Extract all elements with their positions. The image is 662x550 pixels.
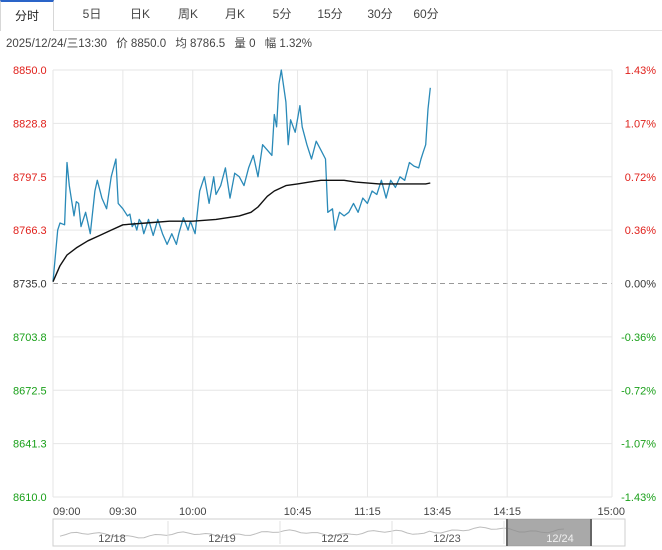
y-tick-label-right: -1.07% xyxy=(621,439,656,451)
y-tick-label-right: 1.07% xyxy=(625,118,656,130)
tab-daily-k[interactable]: 日K xyxy=(129,7,150,21)
tab-30-min[interactable]: 30分 xyxy=(367,7,393,21)
tab-5-day[interactable]: 5日 xyxy=(82,7,102,21)
tab-5-min[interactable]: 5分 xyxy=(272,7,292,21)
navigator-mini-line xyxy=(59,526,565,539)
y-tick-label-left: 8672.5 xyxy=(13,385,47,397)
x-tick-label: 09:00 xyxy=(53,506,81,518)
quote-change: 幅 1.32% xyxy=(264,38,312,50)
period-tabs: 分时 5日 日K 周K 月K 5分 15分 30分 60分 xyxy=(0,0,662,31)
tab-monthly-k[interactable]: 月K xyxy=(224,7,245,21)
quote-price: 价 8850.0 xyxy=(116,38,167,50)
y-tick-label-left: 8828.8 xyxy=(13,118,47,130)
quote-volume: 量 0 xyxy=(234,38,256,50)
price-line xyxy=(52,69,431,282)
y-tick-label-left: 8735.0 xyxy=(13,279,47,291)
y-tick-label-left: 8850.0 xyxy=(13,65,47,77)
tab-15-min[interactable]: 15分 xyxy=(317,7,343,21)
quote-average: 均 8786.5 xyxy=(175,38,226,50)
x-tick-label: 14:15 xyxy=(493,506,521,518)
quote-datetime: 2025/12/24/三13:30 xyxy=(6,38,108,50)
y-tick-label-left: 8766.3 xyxy=(13,225,47,237)
navigator-date-label: 12/22 xyxy=(321,533,349,545)
x-tick-label: 10:45 xyxy=(284,506,312,518)
y-tick-label-left: 8703.8 xyxy=(13,332,47,344)
average-price-line xyxy=(52,179,431,282)
navigator-date-label: 12/23 xyxy=(433,533,461,545)
quote-info-bar: 2025/12/24/三13:30 价 8850.0 均 8786.5 量 0 … xyxy=(6,35,318,51)
x-tick-label: 11:15 xyxy=(354,506,381,518)
y-tick-label-left: 8641.3 xyxy=(13,439,47,451)
navigator-selected-range[interactable] xyxy=(507,519,591,546)
y-tick-label-left: 8610.0 xyxy=(13,492,47,504)
x-tick-label: 13:45 xyxy=(424,506,452,518)
y-tick-label-right: 0.72% xyxy=(625,172,656,184)
y-tick-label-right: 1.43% xyxy=(625,65,656,77)
y-tick-label-right: -0.36% xyxy=(621,332,656,344)
x-tick-label: 09:30 xyxy=(109,506,137,518)
tab-intraday[interactable]: 分时 xyxy=(0,0,54,31)
x-tick-label: 10:00 xyxy=(179,506,207,518)
tab-weekly-k[interactable]: 周K xyxy=(177,7,198,21)
navigator-date-label: 12/18 xyxy=(98,533,126,545)
y-tick-label-right: -0.72% xyxy=(621,385,656,397)
navigator-date-label: 12/24 xyxy=(546,533,574,545)
navigator-date-label: 12/19 xyxy=(208,533,236,545)
y-tick-label-left: 8797.5 xyxy=(13,172,47,184)
y-tick-label-right: 0.36% xyxy=(625,225,656,237)
tab-60-min[interactable]: 60分 xyxy=(413,7,439,21)
y-tick-label-right: -1.43% xyxy=(621,492,656,504)
x-tick-label: 15:00 xyxy=(597,506,625,518)
y-tick-label-right: 0.00% xyxy=(625,279,656,291)
